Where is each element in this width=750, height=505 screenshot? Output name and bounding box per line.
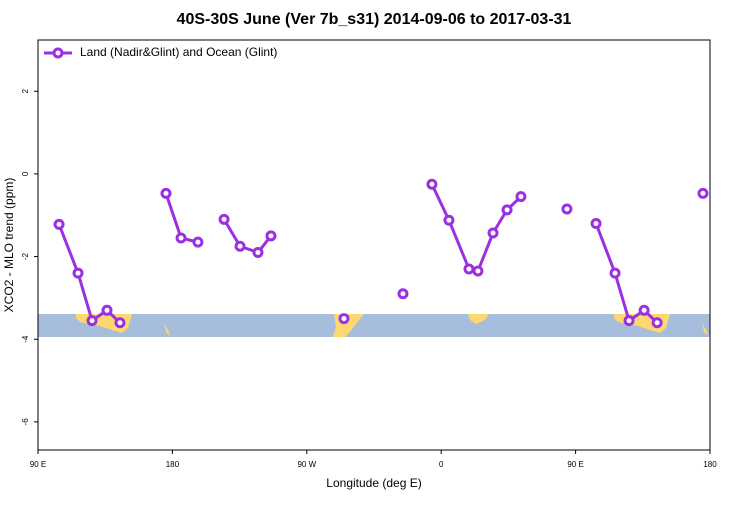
data-point [192, 236, 204, 248]
series-line [59, 184, 703, 322]
map-strip [38, 314, 710, 337]
x-tick-label: 90 E [30, 460, 46, 469]
y-tick-label: -6 [21, 418, 30, 426]
land-nz [164, 323, 170, 336]
land-nz-2 [702, 323, 709, 336]
data-point [590, 218, 602, 230]
data-point [487, 227, 499, 239]
data-point [697, 187, 709, 199]
chart-title: 40S-30S June (Ver 7b_s31) 2014-09-06 to … [177, 11, 572, 28]
data-point [86, 315, 98, 327]
data-point [265, 230, 277, 242]
y-tick-label: 0 [21, 171, 30, 176]
data-point [218, 213, 230, 225]
data-point [234, 240, 246, 252]
x-tick-label: 90 W [297, 460, 316, 469]
data-point [397, 288, 409, 300]
data-point [561, 203, 573, 215]
x-tick-label: 0 [439, 460, 444, 469]
data-point [515, 191, 527, 203]
data-point [338, 313, 350, 325]
data-point [463, 263, 475, 275]
x-tick-label: 180 [703, 460, 717, 469]
land-africa [468, 314, 489, 324]
data-point [72, 267, 84, 279]
data-point [623, 315, 635, 327]
data-point [501, 204, 513, 216]
data-point [426, 178, 438, 190]
legend-label: Land (Nadir&Glint) and Ocean (Glint) [80, 45, 277, 59]
y-tick-label: -2 [21, 252, 30, 260]
data-point [101, 304, 113, 316]
data-point [114, 317, 126, 329]
y-tick-label: 2 [21, 88, 30, 93]
data-point [160, 187, 172, 199]
x-tick-label: 180 [166, 460, 180, 469]
data-point [638, 304, 650, 316]
x-axis-label: Longitude (deg E) [326, 476, 421, 490]
data-point [472, 265, 484, 277]
data-point [53, 218, 65, 230]
plot-frame [37, 39, 711, 451]
ocean-band [38, 314, 710, 337]
x-tick-label: 90 E [567, 460, 583, 469]
data-point [443, 214, 455, 226]
data-point [609, 267, 621, 279]
data-point [651, 317, 663, 329]
y-axis-label: XCO2 - MLO trend (ppm) [2, 178, 16, 313]
legend-marker [52, 47, 64, 59]
data-point [252, 246, 264, 258]
y-tick-label: -4 [21, 335, 30, 343]
data-point [175, 232, 187, 244]
